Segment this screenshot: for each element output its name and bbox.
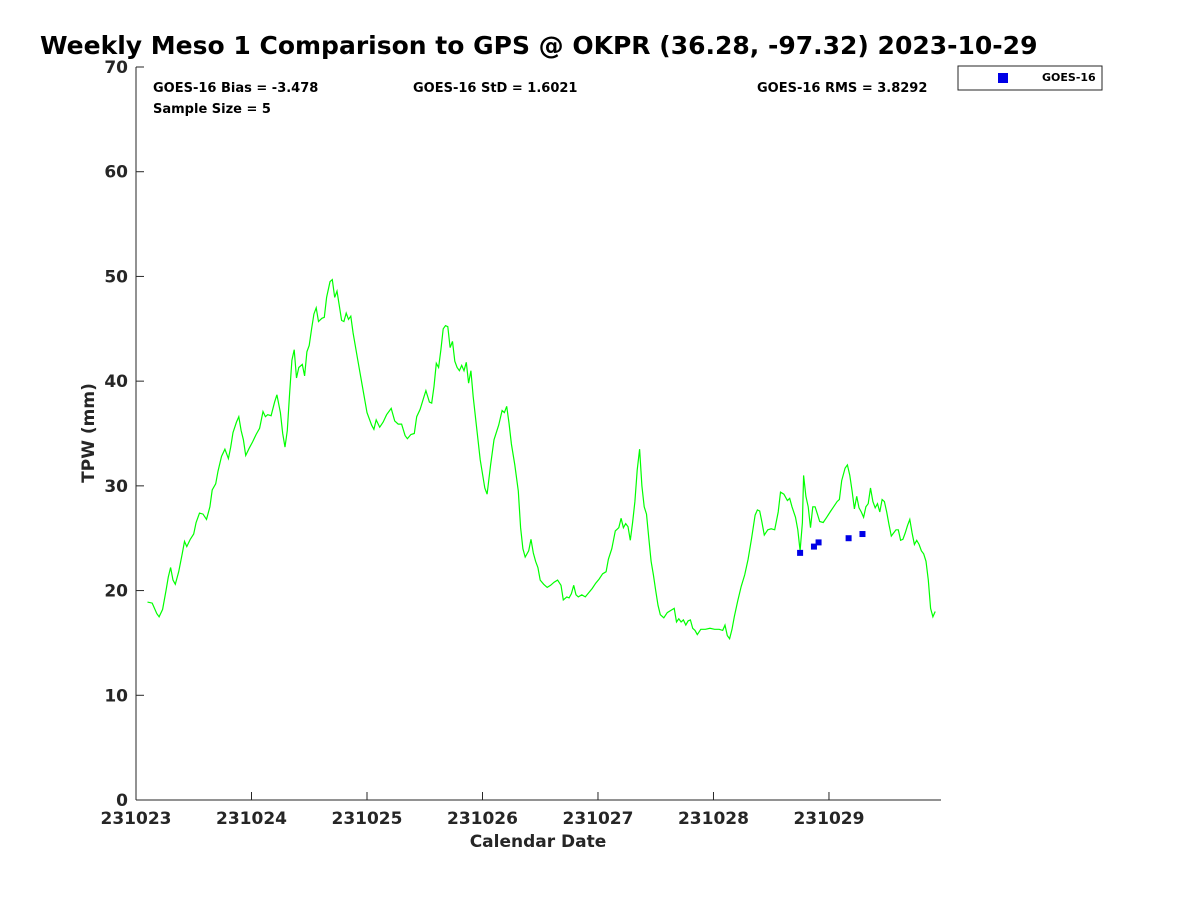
y-tick-label: 40 (104, 372, 128, 392)
series-layer (147, 278, 936, 641)
y-ticks: 0 10 20 30 40 50 60 70 (104, 58, 144, 811)
y-tick-label: 30 (104, 477, 128, 497)
sample-size-stat: Sample Size = 5 (153, 102, 271, 117)
x-tick-label: 231023 (101, 809, 172, 829)
y-tick-label: 20 (104, 582, 128, 602)
legend-marker-icon (998, 73, 1008, 83)
y-tick-label: 60 (104, 163, 128, 183)
bias-stat: GOES-16 Bias = -3.478 (153, 81, 318, 96)
goes16-data-point (797, 549, 804, 556)
goes16-data-point (815, 539, 822, 546)
goes16-data-point (845, 535, 852, 542)
x-tick-label: 231025 (331, 809, 402, 829)
x-tick-label: 231027 (562, 809, 633, 829)
y-axis-label: TPW (mm) (79, 383, 99, 483)
gps-tpw-line (147, 278, 936, 641)
goes16-data-point (810, 543, 817, 550)
x-tick-label: 231026 (447, 809, 518, 829)
y-tick-label: 0 (116, 791, 128, 811)
y-tick-label: 10 (104, 686, 128, 706)
x-ticks: 231023 231024 231025 231026 231027 231028 2310… (101, 792, 864, 829)
x-tick-label: 231029 (793, 809, 864, 829)
rms-stat: GOES-16 RMS = 3.8292 (757, 81, 927, 96)
x-tick-label: 231024 (216, 809, 287, 829)
legend-box (957, 65, 1103, 91)
stats-block: GOES-16 Bias = -3.478 GOES-16 StD = 1.60… (153, 81, 927, 117)
y-tick-label: 50 (104, 267, 128, 287)
y-tick-label: 70 (104, 58, 128, 78)
goes16-data-point (859, 531, 866, 538)
legend: GOES-16 (957, 65, 1103, 91)
x-tick-label: 231028 (678, 809, 749, 829)
x-axis-label: Calendar Date (470, 832, 607, 852)
std-stat: GOES-16 StD = 1.6021 (413, 81, 577, 96)
chart-title: Weekly Meso 1 Comparison to GPS @ OKPR (… (40, 31, 1037, 60)
legend-label: GOES-16 (1042, 71, 1096, 84)
axes (135, 67, 941, 801)
